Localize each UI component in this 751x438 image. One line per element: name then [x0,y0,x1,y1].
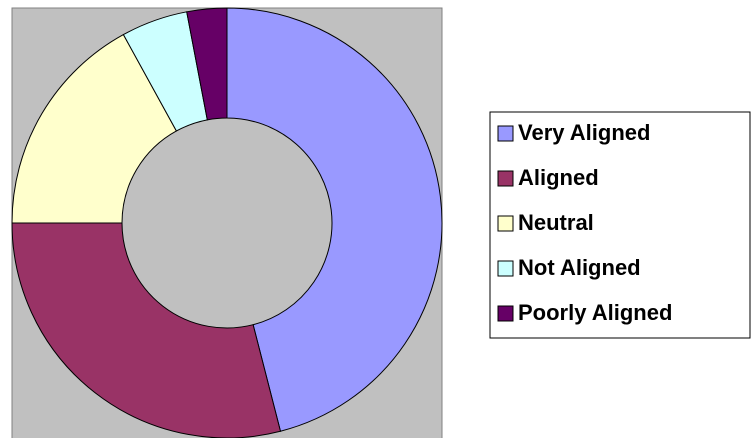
legend-label: Aligned [518,165,599,190]
legend-swatch [497,125,514,142]
donut-slice [11,33,178,224]
donut-slice [11,222,282,438]
legend-swatch [497,260,514,277]
legend-box [489,111,751,339]
legend-label: Poorly Aligned [518,300,672,325]
donut-slice [226,7,443,432]
legend-label: Neutral [518,210,594,235]
legend-swatch [497,170,514,187]
legend-label: Very Aligned [518,120,650,145]
legend-label: Not Aligned [518,255,641,280]
legend-swatch [497,305,514,322]
legend-swatch [497,215,514,232]
donut-slice [186,7,228,121]
